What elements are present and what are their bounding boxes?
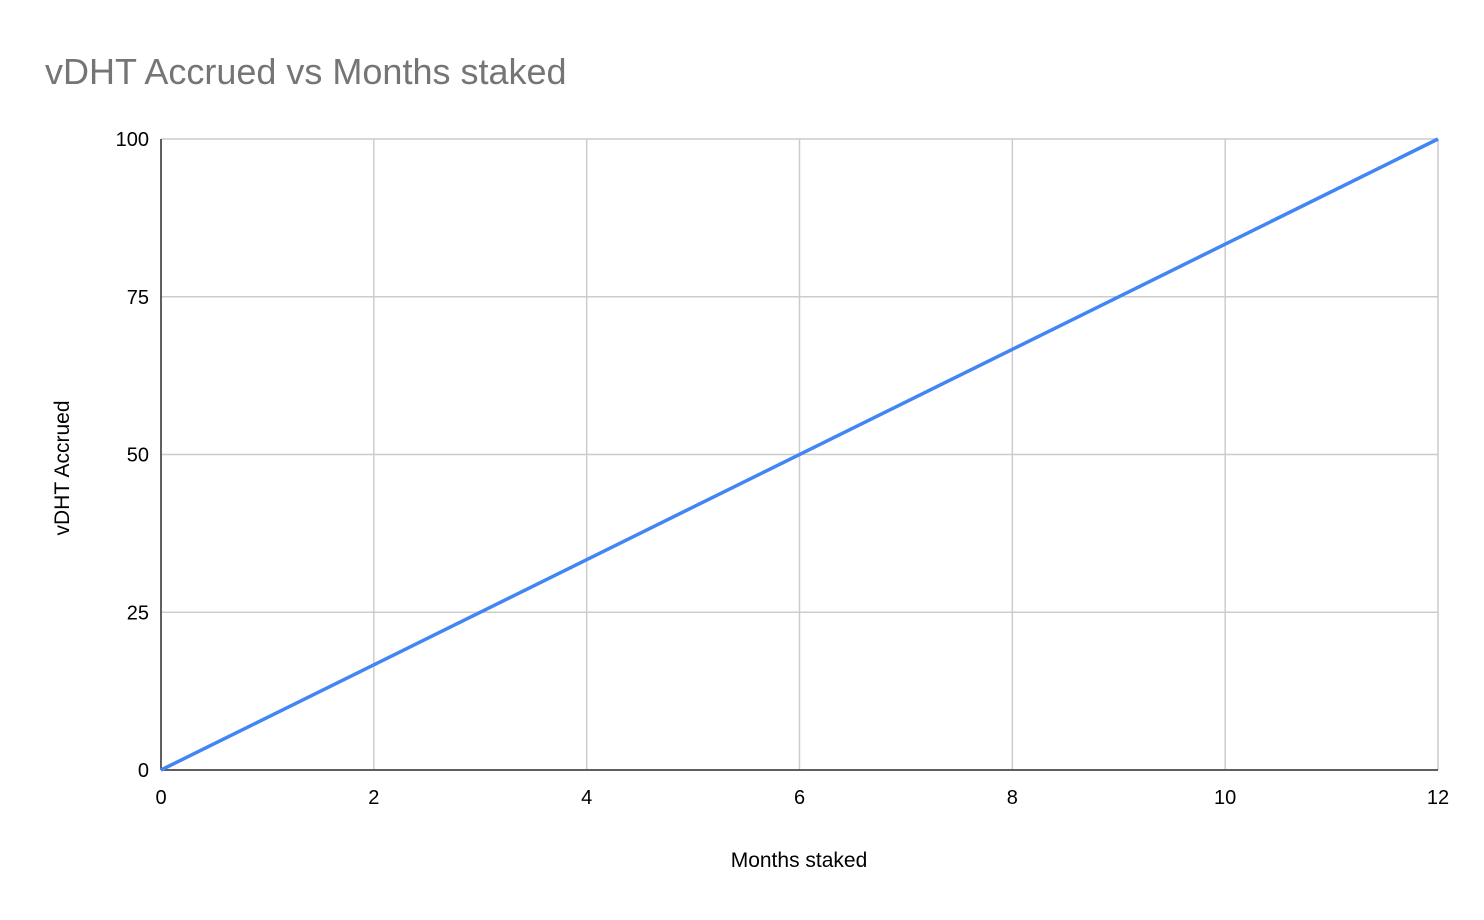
x-tick-label: 4	[581, 787, 592, 809]
x-tick-label: 0	[155, 787, 166, 809]
x-tick-label: 8	[1007, 787, 1018, 809]
y-tick-label: 75	[127, 287, 149, 309]
x-tick-label: 12	[1427, 787, 1449, 809]
x-tick-label: 10	[1214, 787, 1236, 809]
y-tick-label: 100	[116, 129, 149, 151]
chart-title: vDHT Accrued vs Months staked	[45, 51, 567, 92]
x-axis-label: Months staked	[731, 849, 868, 872]
y-axis-label: vDHT Accrued	[51, 401, 74, 536]
x-tick-label: 6	[794, 787, 805, 809]
y-tick-label: 0	[138, 760, 149, 782]
x-tick-label: 2	[368, 787, 379, 809]
y-tick-label: 25	[127, 602, 149, 624]
line	[160, 137, 1439, 772]
y-tick-label: 50	[127, 445, 149, 467]
